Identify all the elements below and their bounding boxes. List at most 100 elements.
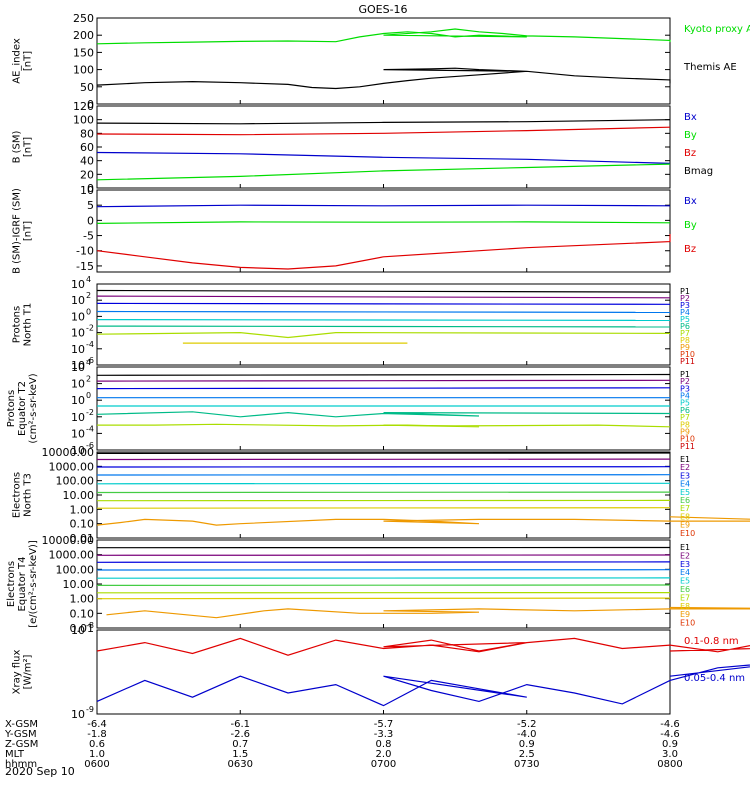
y-tick-label: 10.00 [63,489,95,502]
legend-by: By [684,220,697,231]
y-tick-label: 10 [71,378,85,391]
legend-p6: P6 [680,322,690,331]
y-tick-exponent: 4 [86,275,91,284]
panel-en: 10000.001000.00100.0010.001.000.100.01El… [12,446,750,545]
series-p1 [96,289,671,293]
panel-frame [96,17,671,105]
series-p4 [96,310,671,313]
y-tick-label: 10000.00 [42,534,95,547]
y-axis-label: B (SM) [nT] [12,130,34,163]
y-axis-label: Electrons Equator T4 [e/(cm²-s-sr-keV)] [6,540,39,628]
series-p3 [96,387,671,390]
y-axis-label: AE_index [nT] [12,38,34,84]
footer-row-label: hhmm [5,759,37,770]
y-tick-label: 0 [87,182,94,195]
footer-cell: 0630 [228,759,253,770]
y-tick-label: 10 [71,278,85,291]
y-tick-label: 5 [87,199,94,212]
y-axis-label-line: [W/m²] [23,654,34,689]
legend-e4: E4 [680,568,690,577]
footer-cell: 1.5 [232,749,248,760]
y-tick-label: 0.10 [70,518,95,531]
legend-p10: P10 [680,350,695,359]
series-p3 [96,302,671,305]
legend-e2: E2 [680,551,690,560]
legend-0-1-0-8-nm: 0.1-0.8 nm [684,636,739,647]
series-bx [96,204,671,208]
y-tick-label: 10 [71,427,85,440]
y-tick-label: 100 [73,64,94,77]
legend-p4: P4 [680,392,690,401]
y-axis-label-line: B (SM) [12,130,23,163]
series-themis-ae [96,67,671,90]
legend-p8: P8 [680,420,690,429]
y-axis-label-line: North T3 [23,473,34,517]
legend-p7: P7 [680,413,690,422]
y-tick-exponent: -4 [86,424,94,433]
y-tick-label: 20 [80,168,94,181]
footer-cell: 0730 [514,759,539,770]
series-0-1-0-8-nm [96,637,750,656]
y-tick-label: 0.01 [70,622,95,635]
y-axis-label-line: B (SM)-IGRF (SM) [12,188,23,274]
y-axis-label: Protons Equator T2 (cm²-s-sr-keV) [6,373,39,443]
legend-e6: E6 [680,496,690,505]
footer-cell: 0.6 [89,739,105,750]
y-tick-label: -15 [76,260,94,273]
y-tick-label: 10 [71,394,85,407]
y-axis-label-line: [nT] [23,51,34,71]
legend-0-05-0-4-nm: 0.05-0.4 nm [684,673,745,684]
y-axis-label-line: [nT] [23,221,34,241]
y-tick-label: 1.00 [70,503,95,516]
footer-cell: -1.8 [87,729,107,740]
y-tick-exponent: -8 [86,621,94,630]
y-tick-exponent: 4 [86,358,91,367]
y-axis-label: Xray flux [W/m²] [12,650,34,695]
series-kyoto-proxy-ae [96,28,671,45]
panel-frame [96,189,671,273]
series-p6 [96,411,671,418]
series-e9 [96,516,750,526]
footer-cell: -4.6 [660,719,680,730]
legend-e6: E6 [680,585,690,594]
footer-cell: -6.1 [230,719,250,730]
y-tick-label: 250 [73,12,94,25]
y-tick-label: 100.00 [56,475,95,488]
y-tick-exponent: -9 [86,705,94,714]
y-axis-label-line: Electrons [6,561,17,607]
ephemeris-footer: X-GSM -6.4 -6.1 -5.7 -5.2 -4.6 Y-GSM -1.8 -2.6 -3… [4,719,683,770]
y-axis-label-line: AE_index [12,38,23,84]
legend-e1: E1 [680,455,690,464]
y-tick-label: 0.01 [70,532,95,545]
legend-e2: E2 [680,463,690,472]
y-axis-label-line: Protons [12,306,23,343]
legend-e8: E8 [680,602,690,611]
y-axis-label: Electrons North T3 [12,472,34,518]
y-tick-label: 10 [80,184,94,197]
legend-by: By [684,130,697,141]
y-tick-label: 0 [87,98,94,111]
footer-cell: 3.0 [662,749,678,760]
footer-cell: 0700 [371,759,396,770]
y-tick-label: 200 [73,29,94,42]
y-tick-label: 100.00 [56,563,95,576]
y-axis-label-line: Protons [6,390,17,427]
y-tick-label: 10 [71,327,85,340]
y-tick-label: 10 [71,361,85,374]
legend-e10: E10 [680,619,695,628]
footer-cell: -2.6 [230,729,250,740]
y-axis-label-line: (cm²-s-sr-keV) [28,373,39,443]
legend-p11: P11 [680,442,695,451]
footer-cell: 0600 [84,759,109,770]
y-axis-label-line: North T1 [23,303,34,347]
legend-p3: P3 [680,384,690,393]
y-tick-label: 150 [73,46,94,59]
legend-p1: P1 [680,287,690,296]
legend-e7: E7 [680,593,690,602]
legend-e4: E4 [680,480,690,489]
footer-row-label: Y-GSM [4,729,37,740]
